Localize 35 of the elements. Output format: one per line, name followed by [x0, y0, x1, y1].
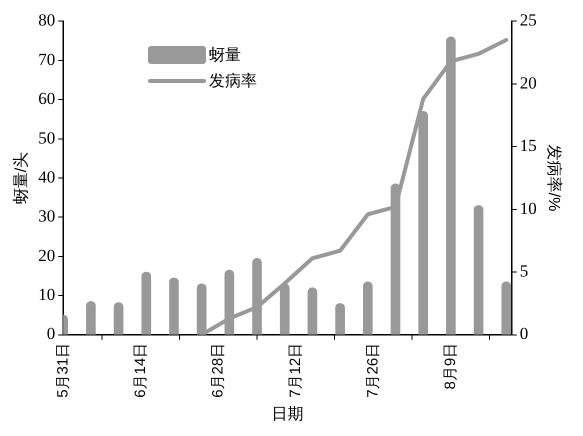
bar [335, 303, 345, 335]
x-tick-label: 6月28日 [209, 342, 226, 398]
y-tick-label: 0 [46, 324, 56, 344]
y-tick-label: 20 [38, 246, 56, 265]
y-tick-label: 50 [38, 128, 56, 148]
bar [114, 302, 124, 335]
y-tick-label: 40 [38, 167, 56, 186]
y2-tick-label: 10 [520, 198, 537, 218]
y-tick-label: 10 [38, 285, 56, 304]
x-tick-label: 7月26日 [364, 342, 382, 398]
x-tick-label: 7月12日 [286, 342, 304, 398]
bar [501, 282, 512, 335]
bar [474, 205, 484, 335]
bar [86, 301, 96, 335]
x-tick-label: 8月9日 [442, 342, 460, 390]
bar [308, 287, 318, 335]
y2-tick-label: 15 [520, 136, 537, 156]
x-axis-title: 日期 [272, 404, 304, 423]
bar [169, 278, 179, 335]
y-tick-label: 60 [38, 89, 56, 108]
y-tick-label: 30 [38, 206, 56, 226]
bar [141, 272, 152, 335]
y-tick-label: 80 [38, 10, 56, 30]
y2-tick-label: 5 [520, 262, 528, 281]
x-tick-label: 6月14日 [132, 342, 149, 398]
legend-label: 蚜量 [209, 46, 241, 66]
y2-tick-label: 0 [520, 324, 528, 344]
y-tick-label: 70 [38, 50, 56, 69]
x-tick-label: 5月31日 [54, 342, 72, 398]
y2-axis-title: 发病率/% [544, 144, 563, 212]
y-axis-title: 蚜量/头 [12, 152, 30, 204]
bar [362, 282, 373, 335]
y2-tick-label: 20 [520, 73, 537, 92]
legend-label: 发病率 [209, 72, 257, 92]
y2-tick-label: 25 [520, 10, 537, 30]
